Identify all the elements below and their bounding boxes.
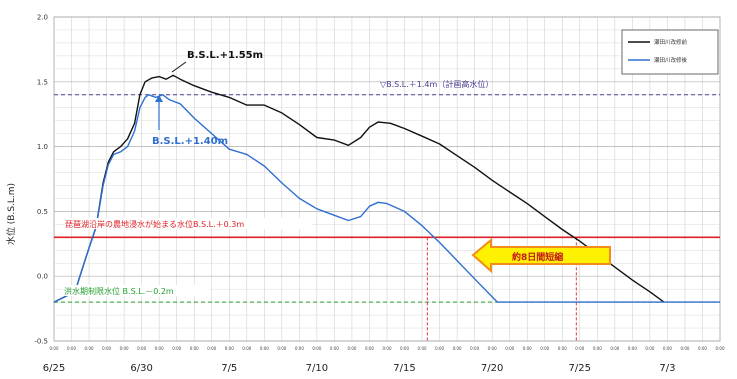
y-tick-label: 1.5	[37, 78, 48, 86]
y-tick-label: 1.0	[37, 143, 48, 151]
x-time-tick-label: 0:00	[242, 346, 251, 351]
shortening-label: 約8日間短縮	[512, 251, 563, 263]
x-time-tick-label: 0:00	[383, 346, 392, 351]
x-time-tick-label: 0:00	[155, 346, 164, 351]
x-time-tick-label: 0:00	[488, 346, 497, 351]
x-time-tick-label: 0:00	[593, 346, 602, 351]
x-time-tick-label: 0:00	[400, 346, 409, 351]
x-time-tick-label: 0:00	[365, 346, 374, 351]
x-time-tick-label: 0:00	[418, 346, 427, 351]
x-time-tick-label: 0:00	[645, 346, 654, 351]
x-date-label: 7/10	[306, 363, 328, 374]
axes-layer: 2.0 1.5 1.0 0.5 0.0 -0.5 0:00 0:00 0:00 0:00 0:00 0…	[34, 14, 725, 375]
x-date-label: 7/20	[481, 363, 503, 374]
x-time-tick-label: 0:00	[575, 346, 584, 351]
ref-limit-label-bg	[63, 285, 209, 296]
x-time-tick-label: 0:00	[680, 346, 689, 351]
peak-before-label: B.S.L.+1.55m	[187, 50, 263, 61]
x-time-tick-label: 0:00	[85, 346, 94, 351]
x-time-tick-label: 0:00	[698, 346, 707, 351]
x-date-label: 7/3	[659, 363, 675, 374]
shortening-arrow: 約8日間短縮	[471, 237, 611, 274]
x-time-tick-label: 0:00	[347, 346, 356, 351]
x-time-tick-label: 0:00	[120, 346, 129, 351]
x-time-tick-label: 0:00	[312, 346, 321, 351]
x-time-tick-label: 0:00	[505, 346, 514, 351]
y-tick-label: 2.0	[37, 14, 48, 22]
legend-box	[621, 29, 719, 75]
ref-limit-level-label: 洪水期制限水位 B.S.L.－0.2m	[64, 286, 174, 296]
x-time-tick-label: 0:00	[330, 346, 339, 351]
ref-flood-label-bg	[64, 218, 312, 229]
x-time-tick-label: 0:00	[225, 346, 234, 351]
x-time-tick-label: 0:00	[470, 346, 479, 351]
y-tick-label: 0.5	[37, 208, 48, 216]
x-date-label: 7/5	[221, 363, 237, 374]
x-date-label: 7/15	[393, 363, 415, 374]
x-time-tick-label: 0:00	[663, 346, 672, 351]
x-time-tick-label: 0:00	[558, 346, 567, 351]
y-axis-label: 水位 (B.S.L.m)	[5, 183, 17, 245]
x-time-tick-label: 0:00	[50, 346, 59, 351]
series-line-1	[53, 94, 720, 303]
x-time-tick-label: 0:00	[277, 346, 286, 351]
x-date-label: 6/30	[130, 363, 152, 374]
legend-label-after: 瀬田川改修後	[654, 56, 688, 64]
x-time-tick-label: 0:00	[610, 346, 619, 351]
legend-label-before: 瀬田川改修前	[654, 38, 688, 46]
ref-plan-level-label: ▽B.S.L.＋1.4m（計画高水位）	[380, 79, 493, 89]
peak-before-pointer	[171, 61, 187, 73]
x-time-tick-label: 0:00	[190, 346, 199, 351]
x-time-tick-label: 0:00	[453, 346, 462, 351]
x-time-tick-label: 0:00	[172, 346, 181, 351]
x-time-tick-label: 0:00	[540, 346, 549, 351]
x-date-label: 6/25	[43, 363, 65, 374]
peak-after-arrowhead	[155, 95, 163, 102]
x-time-tick-label: 0:00	[137, 346, 146, 351]
series-line-0	[53, 74, 665, 303]
ref-flood-level-label: 琵琶湖沿岸の農地浸水が始まる水位B.S.L.＋0.3m	[65, 219, 244, 229]
x-time-tick-label: 0:00	[207, 346, 216, 351]
shortening-arrow-shape	[471, 237, 611, 274]
x-time-tick-label: 0:00	[523, 346, 532, 351]
x-time-tick-label: 0:00	[295, 346, 304, 351]
series-layer	[53, 74, 720, 303]
x-date-label: 7/25	[569, 363, 591, 374]
peak-after-label: B.S.L.+1.40m	[152, 136, 228, 147]
x-time-tick-label: 0:00	[628, 346, 637, 351]
x-time-tick-label: 0:00	[716, 346, 725, 351]
y-tick-label: 0.0	[37, 273, 48, 281]
y-tick-label: -0.5	[34, 338, 48, 346]
x-time-tick-label: 0:00	[435, 346, 444, 351]
legend: 瀬田川改修前 瀬田川改修後	[621, 29, 719, 75]
x-time-tick-label: 0:00	[67, 346, 76, 351]
x-time-tick-label: 0:00	[260, 346, 269, 351]
x-time-tick-label: 0:00	[102, 346, 111, 351]
